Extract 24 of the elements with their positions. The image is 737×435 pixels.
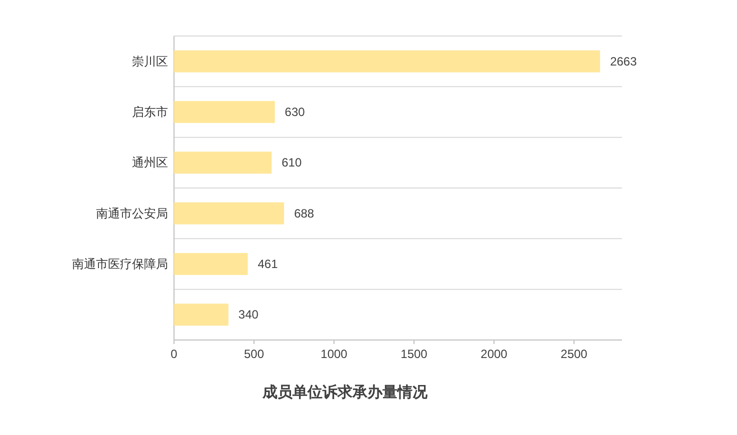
text: 成员单位诉求承办量情况 <box>262 384 428 401</box>
y-tick-label: 南通市医疗保障局 <box>72 257 168 271</box>
data-label: 610 <box>282 156 302 170</box>
y-tick-label: 南通市公安局 <box>96 206 168 220</box>
bar <box>174 101 275 123</box>
x-tick-label: 0 <box>170 347 178 361</box>
x-tick-label: 2000 <box>480 347 508 361</box>
bar <box>174 152 272 174</box>
x-tick-label: 1500 <box>400 347 428 361</box>
y-tick-label: 启东市 <box>132 105 168 119</box>
bar <box>174 50 600 72</box>
data-label: 688 <box>294 206 314 220</box>
data-label: 340 <box>238 308 259 322</box>
x-tick-label: 500 <box>244 347 264 361</box>
data-label: 630 <box>284 105 306 119</box>
data-label: 2663 <box>610 54 638 68</box>
bar <box>174 202 284 224</box>
y-tick-label: 通州区 <box>132 156 168 170</box>
x-tick-label: 1000 <box>320 347 348 361</box>
y-tick-label: 崇川区 <box>132 54 168 68</box>
bar <box>174 253 248 275</box>
data-label: 461 <box>258 257 278 271</box>
x-tick-label: 2500 <box>560 347 588 361</box>
bar <box>174 304 228 326</box>
